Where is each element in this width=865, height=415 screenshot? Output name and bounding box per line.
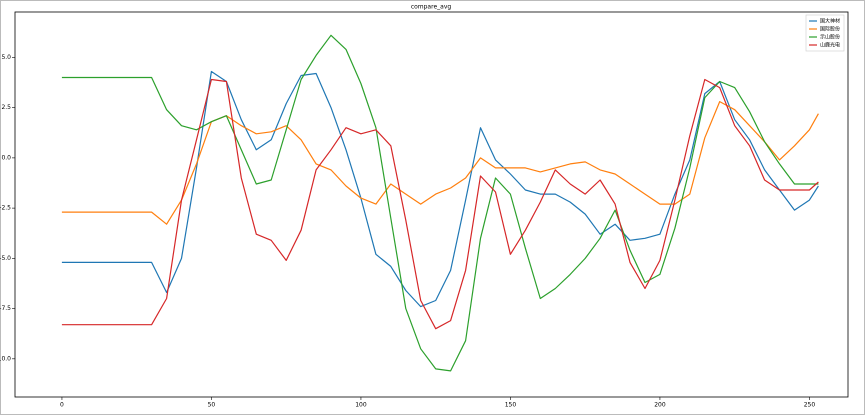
y-tick-label: 5.0 [1, 54, 11, 61]
legend-label: 山鹿光电 [820, 42, 840, 49]
legend-label: 国大神材 [820, 18, 840, 25]
plot-frame [14, 11, 849, 398]
y-tick-label: -5.0 [0, 255, 11, 262]
chart-title: compare_avg [411, 4, 452, 11]
y-tick-label: 2.5 [1, 104, 11, 111]
y-tick-label: -7.5 [0, 305, 11, 312]
x-tick-label: 150 [505, 402, 517, 409]
x-tick-label: 0 [60, 402, 64, 409]
series-line [61, 70, 819, 308]
series-line [61, 34, 819, 372]
x-tick-label: 50 [208, 402, 216, 409]
series-line [61, 101, 819, 225]
x-tick-label: 100 [355, 402, 367, 409]
x-tick-label: 200 [654, 402, 666, 409]
series-line [61, 78, 819, 330]
legend-label: 国际股份 [820, 26, 840, 33]
x-tick-label: 250 [804, 402, 816, 409]
legend-label: 示山股份 [820, 34, 840, 41]
y-tick-label: -10.0 [0, 355, 11, 362]
y-tick-label: -2.5 [0, 205, 11, 212]
y-tick-label: 0.0 [1, 154, 11, 161]
